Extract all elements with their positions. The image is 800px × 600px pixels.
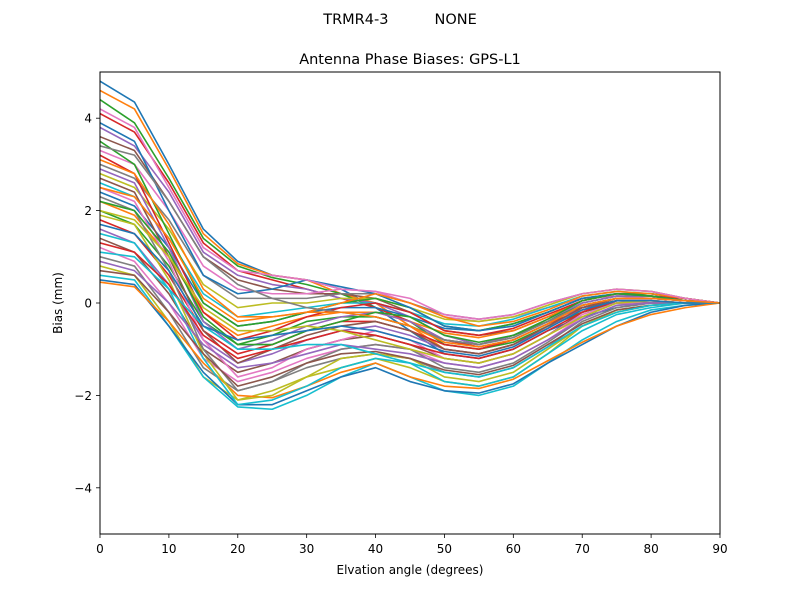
- x-tick-label: 40: [368, 542, 383, 556]
- series-line-41: [100, 223, 720, 357]
- series-line-37: [100, 108, 720, 320]
- x-tick-label: 70: [575, 542, 590, 556]
- y-axis-label: Bias (mm): [51, 272, 65, 334]
- figure-suptitle: TRMR4-3 NONE: [322, 12, 477, 28]
- series-line-32: [100, 159, 720, 327]
- series-line-36: [100, 269, 720, 387]
- chart-title: Antenna Phase Biases: GPS-L1: [299, 52, 521, 68]
- y-tick-label: −4: [74, 481, 92, 495]
- y-tick-label: 2: [84, 204, 92, 218]
- x-tick-label: 90: [712, 542, 727, 556]
- series-layer: [100, 80, 720, 411]
- series-line-39: [100, 209, 720, 364]
- y-tick-label: 0: [84, 297, 92, 311]
- series-line-25: [100, 168, 720, 351]
- x-axis-label: Elvation angle (degrees): [337, 563, 484, 577]
- x-tick-label: 50: [437, 542, 452, 556]
- x-axis: 0 10 20 30 40 50 60 70 80 90: [96, 534, 728, 556]
- y-tick-label: 4: [84, 112, 92, 126]
- series-line-35: [100, 260, 720, 369]
- x-tick-label: 0: [96, 542, 104, 556]
- y-axis: −4 −2 0 2 4: [74, 112, 100, 495]
- x-tick-label: 10: [161, 542, 176, 556]
- x-tick-label: 30: [299, 542, 314, 556]
- x-tick-label: 60: [506, 542, 521, 556]
- y-tick-label: −2: [74, 389, 92, 403]
- series-line-42: [100, 186, 720, 348]
- series-line-22: [100, 281, 720, 399]
- series-line-33: [100, 200, 720, 346]
- x-tick-label: 80: [643, 542, 658, 556]
- x-tick-label: 20: [230, 542, 245, 556]
